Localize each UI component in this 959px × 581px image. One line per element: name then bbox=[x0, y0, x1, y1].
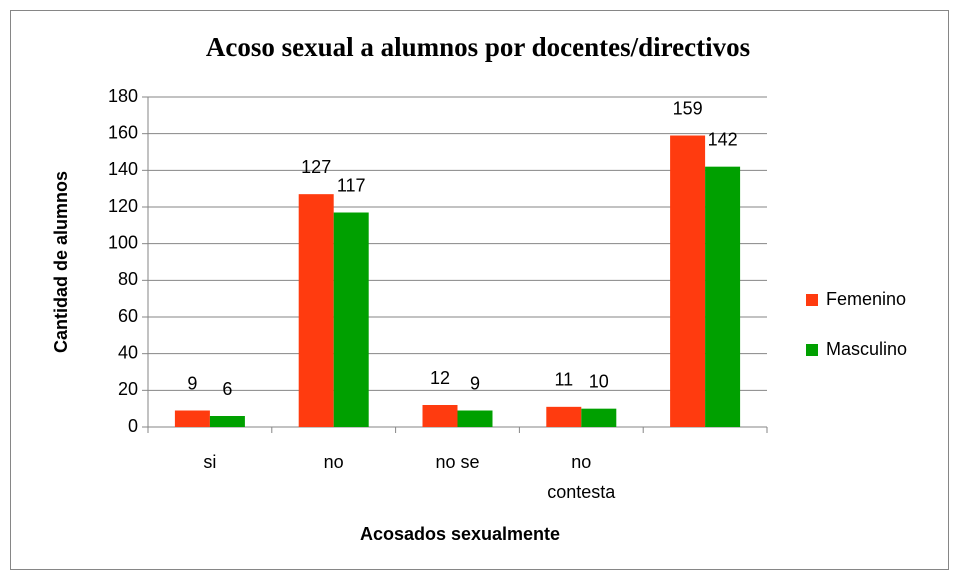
legend-label: Femenino bbox=[826, 289, 906, 309]
bar bbox=[422, 405, 458, 427]
bar bbox=[298, 194, 334, 427]
bar bbox=[705, 166, 741, 427]
bar bbox=[581, 408, 617, 427]
data-label: 10 bbox=[589, 371, 609, 391]
y-tick-label: 140 bbox=[108, 159, 138, 179]
data-label: 127 bbox=[301, 157, 331, 177]
data-label: 6 bbox=[222, 379, 232, 399]
legend-swatch bbox=[806, 294, 818, 306]
y-axis-title: Cantidad de alumnos bbox=[51, 171, 71, 353]
data-label: 142 bbox=[708, 129, 738, 149]
y-tick-label: 160 bbox=[108, 122, 138, 142]
y-tick-label: 80 bbox=[118, 269, 138, 289]
data-label: 12 bbox=[430, 368, 450, 388]
data-label: 11 bbox=[554, 370, 573, 390]
bar bbox=[174, 410, 210, 427]
y-tick-label: 20 bbox=[118, 379, 138, 399]
bar bbox=[333, 212, 369, 427]
legend-swatch bbox=[806, 344, 818, 356]
y-tick-label: 0 bbox=[128, 416, 138, 436]
y-tick-label: 40 bbox=[118, 342, 138, 362]
bar bbox=[457, 410, 493, 427]
x-tick-label: no contesta bbox=[547, 452, 616, 502]
data-label: 159 bbox=[673, 98, 703, 118]
y-tick-label: 60 bbox=[118, 306, 138, 326]
data-label: 9 bbox=[470, 373, 480, 393]
bar bbox=[670, 135, 706, 427]
legend-label: Masculino bbox=[826, 339, 907, 359]
bar bbox=[546, 406, 582, 427]
data-label: 117 bbox=[337, 175, 366, 195]
chart-border bbox=[10, 10, 949, 570]
x-tick-label: si bbox=[203, 452, 216, 472]
x-tick-label: no bbox=[324, 452, 344, 472]
data-label: 9 bbox=[187, 373, 197, 393]
y-tick-label: 120 bbox=[108, 196, 138, 216]
x-tick-label: no se bbox=[435, 452, 479, 472]
chart-title: Acoso sexual a alumnos por docentes/dire… bbox=[206, 32, 750, 62]
bar bbox=[209, 416, 245, 427]
y-tick-label: 180 bbox=[108, 86, 138, 106]
x-axis-title: Acosados sexualmente bbox=[360, 524, 560, 544]
y-tick-label: 100 bbox=[108, 232, 138, 252]
